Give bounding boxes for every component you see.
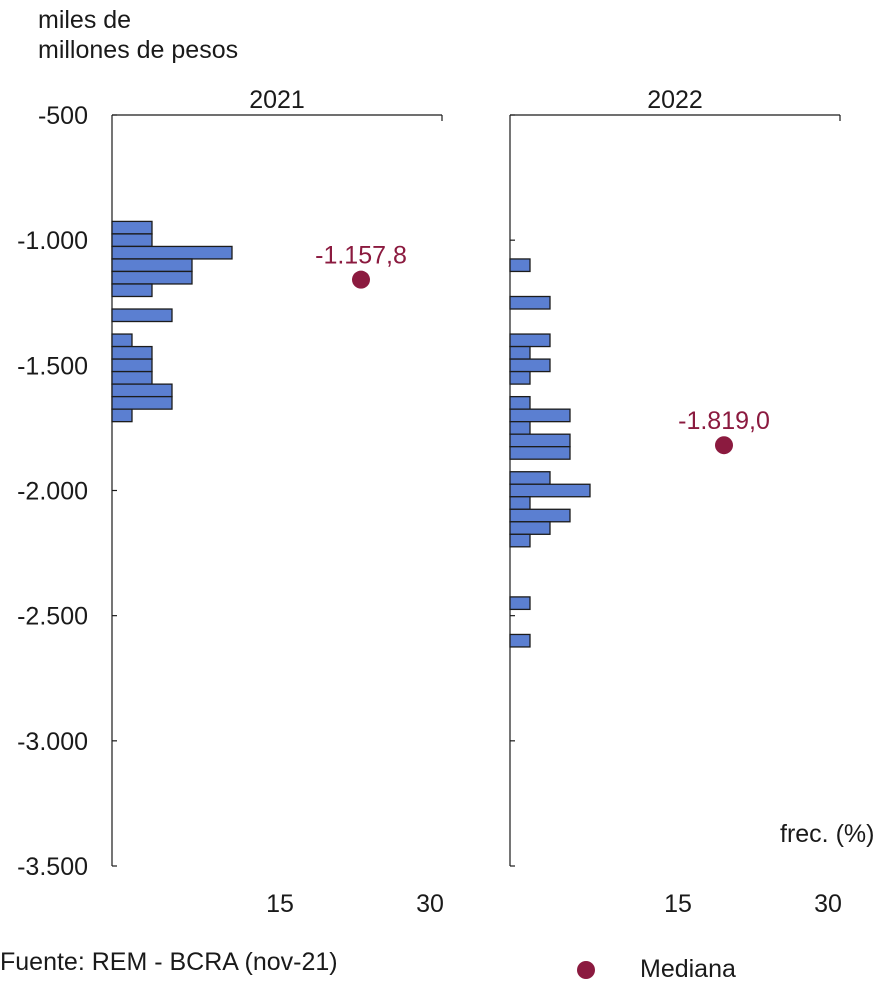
histogram-bar xyxy=(509,533,531,548)
y-tick-label: -2.500 xyxy=(17,603,88,631)
histogram-bar xyxy=(509,471,551,485)
y-tick-label: -1.500 xyxy=(17,352,88,380)
unit-label-line1: miles de xyxy=(38,6,131,34)
histogram-bar xyxy=(509,446,571,460)
y-tick-label: -3.500 xyxy=(17,853,88,881)
median-label: -1.157,8 xyxy=(315,242,407,270)
histogram-bar xyxy=(509,483,591,498)
y-tick-label: -500 xyxy=(38,102,88,130)
histogram-bar xyxy=(509,370,531,385)
histogram-bar xyxy=(509,596,531,611)
panel-title: 2021 xyxy=(249,86,305,114)
histogram-bar xyxy=(509,633,531,648)
histogram-bar xyxy=(509,333,551,348)
median-label: -1.819,0 xyxy=(678,407,770,435)
x-tick-label: 15 xyxy=(266,890,294,918)
histogram-bar xyxy=(111,258,193,273)
histogram-bar xyxy=(509,521,551,535)
legend-label: Mediana xyxy=(640,955,736,983)
legend-marker xyxy=(577,961,595,979)
histogram-bar xyxy=(111,308,173,323)
histogram-bar xyxy=(509,508,571,523)
histogram-bar xyxy=(111,370,153,385)
x-tick-label: 30 xyxy=(416,890,444,918)
panel-2021: 2021 15 30 -1.157,8 xyxy=(111,86,444,918)
panel-title: 2022 xyxy=(647,86,703,114)
histogram-bar xyxy=(509,433,571,448)
histogram-bar xyxy=(509,295,551,310)
histogram-bar xyxy=(111,395,173,410)
unit-label-line2: millones de pesos xyxy=(38,36,238,64)
x-tick-label: 15 xyxy=(664,890,692,918)
histogram-bar xyxy=(509,408,571,423)
y-tick-label: -3.000 xyxy=(17,728,88,756)
y-tick-label: -1.000 xyxy=(17,227,88,255)
histogram-bar xyxy=(111,233,153,248)
median-marker xyxy=(352,270,370,289)
chart-panels: 2021 15 30 -1.157,8 2022 15 30 -1.819,0 xyxy=(111,86,842,918)
histogram-bar xyxy=(111,383,173,398)
histogram-bar xyxy=(111,345,153,360)
histogram-bar xyxy=(509,421,531,435)
histogram-bar xyxy=(509,395,531,410)
panel-2022: 2022 15 30 -1.819,0 xyxy=(509,86,842,918)
source-note: Fuente: REM - BCRA (nov-21) xyxy=(0,948,338,976)
histogram-bar xyxy=(509,345,531,360)
y-tick-label: -2.000 xyxy=(17,478,88,506)
histogram-bar xyxy=(111,333,133,348)
histogram-bar xyxy=(111,270,193,285)
histogram-bar xyxy=(111,245,233,260)
median-marker xyxy=(715,436,733,455)
histogram-bar xyxy=(509,258,531,273)
histogram-bar xyxy=(111,358,153,373)
histogram-bar xyxy=(509,496,531,510)
y-axis: -500 -1.000 -1.500 -2.000 -2.500 -3.000 -3.500 xyxy=(17,102,88,881)
histogram-bar xyxy=(509,358,551,373)
x-axis-label: frec. (%) xyxy=(780,820,874,848)
x-tick-label: 30 xyxy=(814,890,842,918)
histogram-bar xyxy=(111,283,153,298)
histogram-bar xyxy=(111,408,133,423)
histogram-bar xyxy=(111,220,153,235)
